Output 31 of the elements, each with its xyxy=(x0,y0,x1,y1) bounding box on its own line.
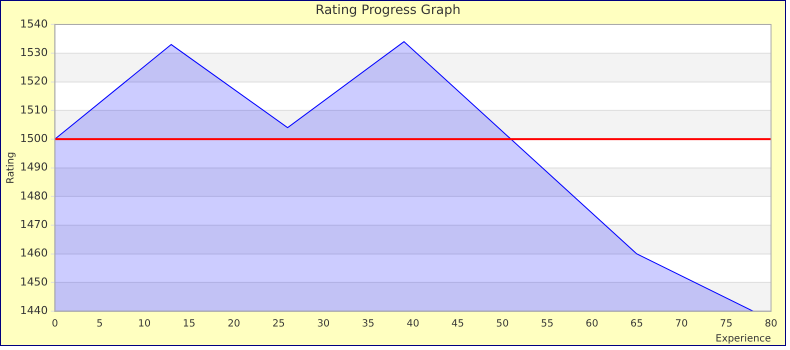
x-tick-label: 0 xyxy=(52,318,58,330)
x-tick-label: 10 xyxy=(138,318,151,330)
chart-title: Rating Progress Graph xyxy=(315,3,461,18)
y-tick-label: 1500 xyxy=(20,132,48,145)
y-tick-label: 1480 xyxy=(20,189,48,202)
x-tick-label: 30 xyxy=(317,318,330,330)
x-tick-label: 60 xyxy=(586,318,598,330)
y-tick-label: 1470 xyxy=(20,218,48,232)
y-tick-label: 1460 xyxy=(20,246,48,260)
y-tick-label: 1490 xyxy=(20,160,48,174)
y-tick-label: 1440 xyxy=(20,304,48,318)
x-tick-label: 45 xyxy=(451,318,464,330)
x-tick-label: 55 xyxy=(540,318,554,330)
x-tick-label: 50 xyxy=(496,318,509,330)
x-axis-title: Experience xyxy=(716,334,772,345)
x-tick-label: 65 xyxy=(630,318,644,330)
x-tick-label: 25 xyxy=(272,318,285,330)
y-tick-label: 1530 xyxy=(20,46,48,59)
y-axis-title: Rating xyxy=(6,152,17,184)
x-tick-label: 40 xyxy=(406,318,420,330)
x-tick-label: 5 xyxy=(96,318,103,330)
x-tick-label: 70 xyxy=(675,318,688,330)
x-tick-label: 80 xyxy=(764,318,778,330)
x-tick-label: 35 xyxy=(362,318,375,330)
x-tick-label: 75 xyxy=(720,318,733,330)
y-tick-label: 1450 xyxy=(20,275,48,288)
x-tick-label: 20 xyxy=(228,318,240,330)
y-tick-label: 1540 xyxy=(20,17,48,30)
x-tick-label: 15 xyxy=(182,318,196,330)
y-tick-label: 1510 xyxy=(20,103,48,116)
y-tick-label: 1520 xyxy=(20,74,48,88)
